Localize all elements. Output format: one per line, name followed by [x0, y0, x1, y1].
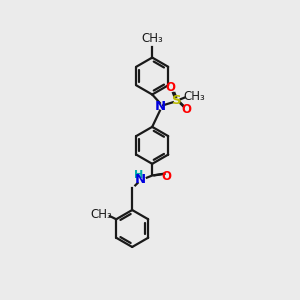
Text: N: N [154, 100, 166, 113]
Text: CH₃: CH₃ [184, 90, 206, 103]
Text: CH₃: CH₃ [141, 32, 163, 45]
Text: O: O [166, 81, 176, 94]
Text: CH₃: CH₃ [90, 208, 112, 221]
Text: O: O [162, 170, 172, 183]
Text: H: H [134, 170, 143, 180]
Text: N: N [135, 173, 146, 187]
Text: S: S [172, 94, 182, 107]
Text: O: O [182, 103, 192, 116]
